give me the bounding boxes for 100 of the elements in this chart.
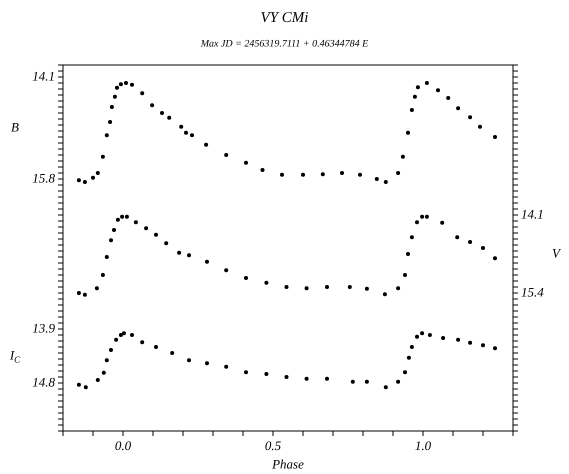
y3-tick-label: 13.9 [32,320,56,336]
point [130,82,134,87]
y2-axis-title: V [552,245,562,260]
point [493,256,497,260]
point [325,376,329,381]
point [94,286,99,290]
point [415,220,419,224]
x-tick-label: 1.0 [414,438,432,454]
point [410,235,414,240]
point [280,172,284,177]
point [109,238,113,242]
point [116,218,120,222]
point [224,153,228,157]
point [446,96,450,100]
x-tick-label: 0.5 [264,438,282,454]
point [100,273,105,277]
point [348,285,352,289]
point [264,372,268,376]
point [160,111,164,115]
point [144,226,148,230]
point [187,253,191,258]
point [104,255,109,259]
point [455,235,460,240]
point [190,133,194,138]
point [384,180,388,184]
point [340,171,344,175]
point [478,124,482,129]
point [96,171,100,175]
point [406,252,410,256]
point [104,133,109,138]
point [428,333,432,337]
point [140,91,144,96]
point [115,86,119,90]
point [167,116,172,120]
point [130,333,134,337]
point [436,88,440,92]
point [412,94,417,99]
point [112,94,117,99]
point [134,220,138,224]
point [416,85,420,90]
point [400,154,405,159]
point [304,376,309,381]
point [102,370,106,375]
point [403,273,407,277]
y-axis-title: B [11,119,20,134]
point [420,214,424,219]
point [396,286,400,290]
y2-tick-label: 14.1 [521,206,544,222]
point [179,124,184,129]
point [205,260,209,264]
point [96,378,100,382]
point [468,340,472,345]
point [424,81,429,85]
point [122,331,126,336]
point [244,160,248,165]
point [154,232,158,237]
point [114,338,118,342]
point [440,220,444,225]
point [84,385,88,390]
point [358,172,362,177]
point [82,180,87,184]
point [91,176,95,180]
point [468,115,472,120]
point [396,171,400,175]
chart-title: VY CMi [260,10,308,26]
point [284,285,288,289]
x-tick-label: 0.0 [114,438,132,454]
point [406,356,411,360]
point [456,338,460,342]
point [468,240,472,244]
point [364,380,369,384]
point [140,340,144,344]
point [224,268,228,272]
point [456,106,460,110]
point [110,105,114,109]
point [260,168,264,172]
point [154,345,158,349]
y3-tick-label: 14.8 [32,374,56,390]
point [187,358,191,362]
point [164,241,168,246]
point [170,351,174,355]
point [441,336,446,340]
point [481,343,485,348]
point [224,364,228,369]
point [410,108,414,112]
point [177,250,182,255]
point [109,348,113,352]
point [304,286,309,290]
point [406,130,410,135]
point [100,154,105,159]
point [350,380,355,384]
point [364,286,369,291]
point [150,103,154,108]
point [204,142,208,147]
point [244,370,248,374]
point [320,172,325,176]
point [124,214,129,219]
point [184,130,188,135]
point [205,361,209,366]
point [325,285,329,289]
